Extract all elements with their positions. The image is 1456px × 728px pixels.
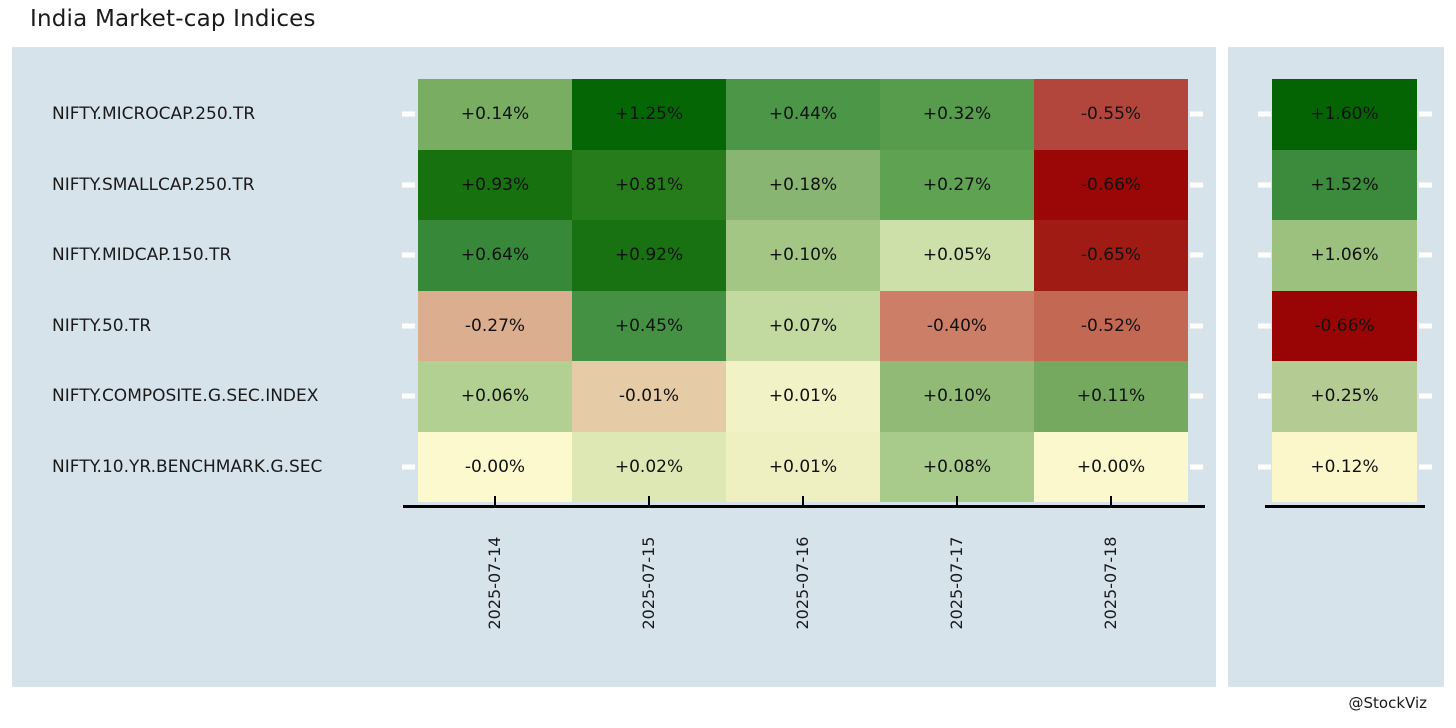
x-tick-label: 2025-07-16 (793, 536, 812, 630)
x-tick-label: 2025-07-18 (1101, 536, 1120, 630)
summary-cell: +1.60% (1272, 79, 1417, 150)
row-label: NIFTY.MICROCAP.250.TR (52, 104, 256, 125)
heatmap-cell: +0.81% (572, 149, 726, 220)
heatmap-cell: +0.01% (726, 431, 880, 502)
heatmap-cell: +0.06% (418, 361, 572, 432)
x-tick (647, 496, 651, 507)
summary-cell: -0.66% (1272, 290, 1417, 361)
row-label: NIFTY.SMALLCAP.250.TR (52, 174, 255, 195)
row-tick (402, 464, 415, 470)
row-tick (1419, 393, 1432, 399)
heatmap-cell: -0.52% (1034, 290, 1188, 361)
heatmap-cell: -0.66% (1034, 149, 1188, 220)
heatmap-cell: -0.01% (572, 361, 726, 432)
heatmap-cell: +0.14% (418, 79, 572, 150)
summary-cell: +0.25% (1272, 361, 1417, 432)
heatmap-cell: +1.25% (572, 79, 726, 150)
heatmap-cell: -0.65% (1034, 220, 1188, 291)
x-axis-line (403, 505, 1205, 508)
row-tick (402, 111, 415, 117)
row-tick (1190, 182, 1203, 188)
heatmap-cell: -0.55% (1034, 79, 1188, 150)
page-title: India Market-cap Indices (30, 6, 316, 32)
row-tick (1258, 393, 1271, 399)
x-tick (801, 496, 805, 507)
heatmap-cell: +0.18% (726, 149, 880, 220)
heatmap-cell: +0.64% (418, 220, 572, 291)
x-tick (955, 496, 959, 507)
row-tick (1190, 464, 1203, 470)
heatmap-cell: +0.11% (1034, 361, 1188, 432)
row-tick (1190, 393, 1203, 399)
heatmap-cell: +0.92% (572, 220, 726, 291)
heatmap-cell: -0.40% (880, 290, 1034, 361)
heatmap-cell: +0.44% (726, 79, 880, 150)
heatmap-cell: +0.45% (572, 290, 726, 361)
summary-cell: +0.12% (1272, 431, 1417, 502)
heatmap-cell: +0.93% (418, 149, 572, 220)
row-tick (1258, 182, 1271, 188)
row-tick (1258, 323, 1271, 329)
x-tick-label: 2025-07-14 (485, 536, 504, 630)
row-tick (1190, 252, 1203, 258)
summary-cell: +1.06% (1272, 220, 1417, 291)
row-label: NIFTY.10.YR.BENCHMARK.G.SEC (52, 456, 323, 477)
row-tick (1190, 111, 1203, 117)
row-tick (1419, 323, 1432, 329)
heatmap-cell: +0.02% (572, 431, 726, 502)
heatmap-cell: +0.08% (880, 431, 1034, 502)
row-tick (1258, 464, 1271, 470)
heatmap-cell: +0.05% (880, 220, 1034, 291)
x-tick-label: 2025-07-15 (639, 536, 658, 630)
row-tick (1419, 464, 1432, 470)
heatmap-cell: +0.27% (880, 149, 1034, 220)
x-tick (1109, 496, 1113, 507)
row-tick (402, 393, 415, 399)
row-tick (1419, 252, 1432, 258)
summary-axis-line (1265, 505, 1425, 508)
heatmap-cell: +0.07% (726, 290, 880, 361)
row-tick (1258, 252, 1271, 258)
summary-cell: +1.52% (1272, 149, 1417, 220)
x-tick-label: 2025-07-17 (947, 536, 966, 630)
heatmap-cell: +0.32% (880, 79, 1034, 150)
row-tick (1190, 323, 1203, 329)
x-tick (493, 496, 497, 507)
heatmap-cell: +0.01% (726, 361, 880, 432)
row-label: NIFTY.COMPOSITE.G.SEC.INDEX (52, 386, 319, 407)
heatmap-cell: +0.00% (1034, 431, 1188, 502)
heatmap-cell: +0.10% (880, 361, 1034, 432)
heatmap-cell: -0.27% (418, 290, 572, 361)
row-label: NIFTY.50.TR (52, 315, 152, 336)
row-tick (402, 182, 415, 188)
heatmap-cell: -0.00% (418, 431, 572, 502)
row-tick (402, 252, 415, 258)
row-tick (1258, 111, 1271, 117)
row-label: NIFTY.MIDCAP.150.TR (52, 245, 232, 266)
row-tick (1419, 182, 1432, 188)
row-tick (1419, 111, 1432, 117)
heatmap-cell: +0.10% (726, 220, 880, 291)
row-tick (402, 323, 415, 329)
credit: @StockViz (1348, 694, 1428, 712)
